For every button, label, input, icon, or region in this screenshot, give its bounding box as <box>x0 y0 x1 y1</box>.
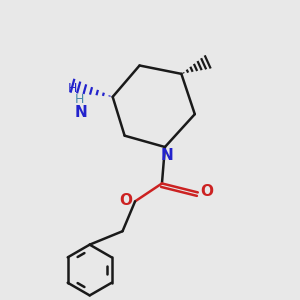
Text: H: H <box>68 82 77 95</box>
Text: N: N <box>161 148 174 164</box>
Text: O: O <box>120 193 133 208</box>
Text: H: H <box>75 93 85 106</box>
Text: O: O <box>200 184 213 199</box>
Text: N: N <box>75 105 88 120</box>
